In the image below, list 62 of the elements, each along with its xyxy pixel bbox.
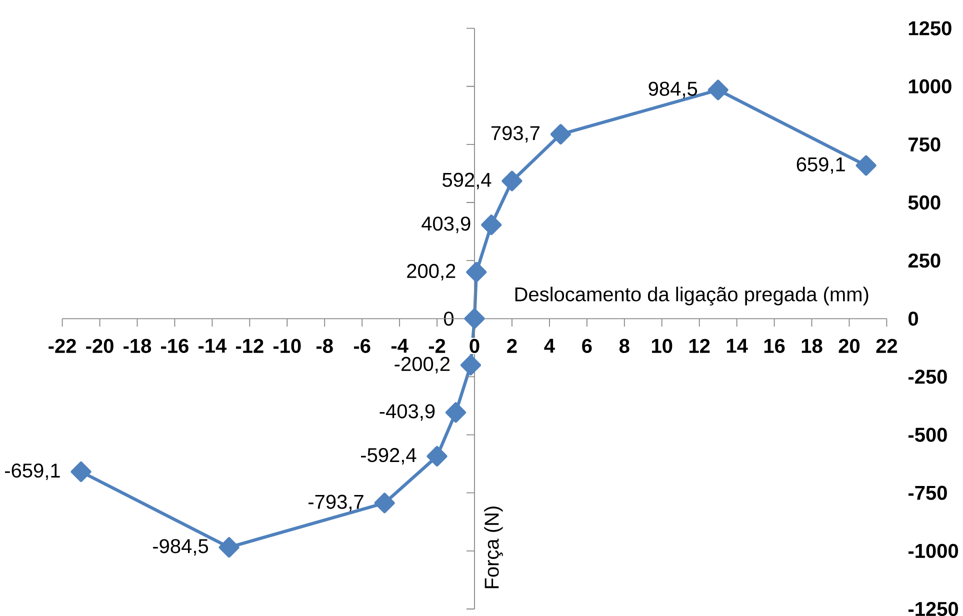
y-tick-label: 1000 [908, 79, 952, 94]
x-tick-label: 18 [802, 338, 822, 353]
data-label: -984,5 [153, 539, 208, 556]
data-label: 984,5 [648, 82, 698, 98]
data-label: 403,9 [422, 216, 470, 234]
y-tick-label: -750 [908, 486, 947, 500]
x-tick-label: -8 [316, 338, 333, 353]
y-tick-label: -250 [908, 370, 947, 384]
data-label: 0 [444, 312, 454, 326]
x-tick-label: 14 [726, 338, 748, 353]
y-tick-label: 750 [908, 137, 940, 152]
y-tick-label: -500 [908, 428, 947, 442]
data-label: -659,1 [5, 463, 60, 480]
point [481, 214, 502, 236]
point [426, 446, 448, 466]
point [374, 492, 395, 514]
x-tick-label: -22 [48, 338, 76, 353]
point [856, 155, 876, 176]
x-tick-label: 20 [838, 338, 860, 353]
x-tick-label: -2 [428, 338, 446, 353]
point [446, 402, 466, 423]
x-tick-label: 2 [507, 338, 517, 353]
point [464, 308, 485, 329]
x-tick-label: 12 [689, 338, 710, 353]
x-axis-title: Deslocamento da ligação pregada (mm) [515, 286, 868, 306]
y-tick-label: 250 [908, 254, 940, 268]
y-tick-label: 500 [908, 195, 940, 210]
y-tick-label: -1250 [908, 602, 958, 616]
x-tick-label: -20 [86, 338, 114, 353]
data-label: 592,4 [442, 172, 492, 190]
point [460, 354, 481, 376]
x-tick-label: -18 [124, 338, 152, 353]
point [708, 80, 728, 100]
y-tick-label: 0 [908, 312, 918, 326]
x-tick-label: 4 [544, 338, 555, 353]
x-tick-label: -14 [198, 338, 227, 353]
x-tick-label: -12 [236, 338, 264, 353]
data-label: 659,1 [796, 157, 845, 174]
point [70, 462, 92, 482]
point [466, 262, 487, 282]
x-tick-label: 6 [582, 338, 592, 353]
x-tick-label: -16 [161, 338, 188, 353]
data-label: -592,4 [361, 448, 416, 465]
y-tick-label: 1250 [908, 21, 952, 36]
x-tick-label: 10 [652, 338, 672, 353]
x-tick-label: 22 [876, 338, 898, 353]
data-label: -200,2 [394, 356, 450, 374]
data-label: 793,7 [491, 126, 540, 143]
x-tick-label: 8 [619, 338, 630, 353]
point [502, 170, 522, 192]
x-tick-label: 0 [470, 338, 480, 353]
data-label: -793,7 [308, 494, 364, 512]
y-tick-label: -1000 [908, 544, 958, 558]
x-tick-label: -10 [273, 338, 301, 353]
point [550, 124, 571, 145]
y-axis-title: Força (N) [484, 506, 503, 588]
x-tick-label: -6 [354, 338, 370, 353]
data-label: 200,2 [407, 264, 456, 280]
data-label: -403,9 [380, 404, 435, 421]
point [218, 537, 240, 558]
x-tick-label: 16 [764, 338, 785, 353]
x-tick-label: -4 [391, 338, 408, 353]
